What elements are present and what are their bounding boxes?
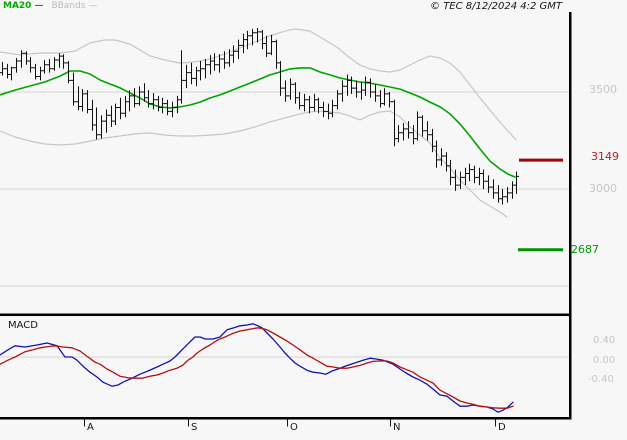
legend-ma20-swatch: — bbox=[34, 1, 44, 11]
legend-ma20-label: MA20 bbox=[3, 1, 32, 11]
x-axis-month-label-O: O bbox=[290, 422, 298, 433]
legend-bbands-swatch: — bbox=[88, 1, 98, 11]
legend-bbands-label: BBands bbox=[51, 1, 86, 11]
ma20-line bbox=[0, 67, 516, 178]
macd-panel-title: MACD bbox=[8, 320, 38, 331]
copyright-text: © TEC 8/12/2024 4:2 GMT bbox=[430, 1, 562, 12]
signal-line bbox=[0, 327, 514, 409]
level-price-label-3149: 3149 bbox=[591, 150, 619, 163]
x-axis-month-label-S: S bbox=[191, 422, 198, 433]
macd-bottom-border bbox=[0, 417, 571, 420]
price-axis-label-3000: 3000 bbox=[589, 182, 617, 195]
macd-line bbox=[0, 323, 514, 413]
level-price-label-2687: 2687 bbox=[571, 243, 599, 256]
price-macd-divider-border bbox=[0, 313, 571, 316]
chart-legend: MA20— BBands — bbox=[3, 1, 97, 11]
macd-axis-label-0.00: 0.00 bbox=[593, 355, 616, 366]
x-axis-month-label-A: A bbox=[87, 422, 94, 433]
price-axis-label-3500: 3500 bbox=[589, 83, 617, 96]
ohlc-price-bars bbox=[0, 28, 519, 205]
x-axis-month-label-D: D bbox=[498, 422, 506, 433]
bollinger-lower-band-line bbox=[0, 110, 508, 218]
macd-axis-label-0.40: 0.40 bbox=[593, 335, 616, 346]
macd-axis-label--0.40: -0.40 bbox=[588, 374, 614, 385]
chart-right-border bbox=[569, 12, 572, 420]
bollinger-upper-band-line bbox=[0, 28, 517, 141]
x-axis-month-label-N: N bbox=[393, 422, 401, 433]
